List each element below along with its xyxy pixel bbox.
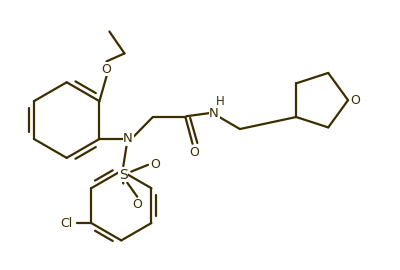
Text: O: O [190, 146, 200, 159]
Text: Cl: Cl [60, 217, 72, 230]
Text: S: S [119, 168, 128, 182]
Text: O: O [132, 198, 142, 211]
Text: N: N [123, 133, 133, 146]
Text: N: N [209, 107, 219, 120]
Text: H: H [216, 95, 224, 108]
Text: O: O [350, 94, 360, 107]
Text: O: O [102, 63, 112, 76]
Text: O: O [150, 158, 160, 171]
